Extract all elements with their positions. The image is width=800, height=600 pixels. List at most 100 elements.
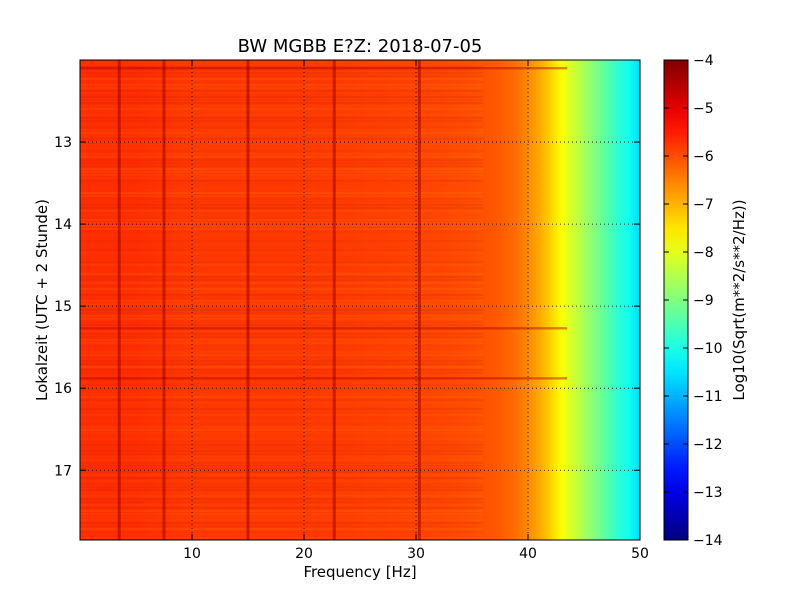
texture-streak <box>80 450 484 452</box>
texture-streak <box>80 366 484 368</box>
texture-streak <box>80 150 483 152</box>
texture-streak <box>80 168 484 170</box>
texture-streak <box>80 348 483 350</box>
colorbar-tick-label: −7 <box>693 197 714 213</box>
texture-streak <box>80 324 484 326</box>
colorbar-tick-label: −10 <box>693 341 723 357</box>
texture-streak <box>80 276 484 278</box>
texture-streak <box>80 198 484 200</box>
texture-streak <box>80 333 484 335</box>
spectral-line <box>417 60 421 540</box>
texture-streak <box>80 441 483 443</box>
colorbar-label: Log10(Sqrt(m**2/s**2/Hz)) <box>730 199 748 400</box>
texture-streak <box>80 102 484 104</box>
texture-streak <box>80 537 484 539</box>
texture-streak <box>80 138 484 140</box>
texture-streak <box>80 438 484 440</box>
spectral-line <box>246 60 250 540</box>
texture-streak <box>80 528 484 530</box>
texture-streak <box>80 432 484 434</box>
texture-streak <box>80 318 484 320</box>
texture-streak <box>80 81 483 83</box>
x-tick-label: 10 <box>183 546 201 562</box>
texture-streak <box>80 501 484 503</box>
texture-streak <box>80 465 484 467</box>
y-axis-label: Lokalzeit (UTC + 2 Stunde) <box>33 199 51 401</box>
texture-streak <box>80 273 484 275</box>
colorbar-tick-label: −9 <box>693 293 714 309</box>
texture-streak <box>80 336 484 338</box>
texture-streak <box>80 339 484 341</box>
texture-streak <box>80 132 484 134</box>
texture-streak <box>80 531 483 533</box>
spectral-line <box>162 60 166 540</box>
texture-streak <box>80 207 484 209</box>
texture-streak <box>80 165 484 167</box>
texture-streak <box>80 201 483 203</box>
texture-streak <box>80 141 484 143</box>
texture-streak <box>80 315 484 317</box>
x-axis-ticks: 10 20 30 40 50 <box>183 60 649 562</box>
texture-streak <box>80 474 484 476</box>
texture-streak <box>80 411 483 413</box>
texture-streak <box>80 399 484 401</box>
texture-streak <box>80 477 484 479</box>
texture-streak <box>80 489 484 491</box>
texture-streak <box>80 75 484 77</box>
texture-streak <box>80 114 484 116</box>
colorbar-tick-label: −13 <box>693 485 723 501</box>
texture-streak <box>80 447 484 449</box>
texture-streak <box>80 369 484 371</box>
texture-streak <box>80 360 484 362</box>
colorbar-tick-label: −14 <box>693 533 723 549</box>
colorbar-tick-label: −4 <box>693 53 714 69</box>
texture-streak <box>80 486 484 488</box>
texture-streak <box>80 189 483 191</box>
texture-streak <box>80 195 484 197</box>
texture-streak <box>80 282 484 284</box>
texture-streak <box>80 516 484 518</box>
texture-streak <box>80 327 484 329</box>
texture-streak <box>80 156 484 158</box>
texture-streak <box>80 267 483 269</box>
texture-streak <box>80 375 483 377</box>
texture-streak <box>80 159 484 161</box>
x-tick-label: 20 <box>295 546 313 562</box>
texture-streak <box>80 309 484 311</box>
texture-streak <box>80 264 484 266</box>
texture-streak <box>80 225 484 227</box>
texture-streak <box>80 384 484 386</box>
texture-streak <box>80 90 484 92</box>
texture-streak <box>80 453 484 455</box>
texture-streak <box>80 462 484 464</box>
texture-streak <box>80 321 484 323</box>
texture-streak <box>80 123 483 125</box>
texture-streak <box>80 192 484 194</box>
y-tick-label: 15 <box>54 299 72 315</box>
texture-streak <box>80 144 484 146</box>
texture-streak <box>80 177 483 179</box>
x-tick-label: 50 <box>631 546 649 562</box>
plot-frame <box>79 59 641 541</box>
y-tick-label: 17 <box>54 463 72 479</box>
texture-streak <box>80 252 483 254</box>
colorbar-tick-label: −12 <box>693 437 723 453</box>
texture-streak <box>80 372 484 374</box>
colorbar-tick-label: −6 <box>693 149 714 165</box>
texture-streak <box>80 402 484 404</box>
texture-streak <box>80 249 484 251</box>
texture-streak <box>80 288 484 290</box>
texture-streak <box>80 513 484 515</box>
texture-streak <box>80 180 484 182</box>
texture-streak <box>80 420 483 422</box>
texture-streak <box>80 66 484 68</box>
texture-streak <box>80 363 484 365</box>
texture-streak <box>80 96 484 98</box>
texture-streak <box>80 99 484 101</box>
texture-streak <box>80 255 483 257</box>
spectral-line <box>117 60 121 540</box>
texture-streak <box>80 270 483 272</box>
texture-streak <box>80 519 484 521</box>
time-feature-line <box>80 377 568 380</box>
